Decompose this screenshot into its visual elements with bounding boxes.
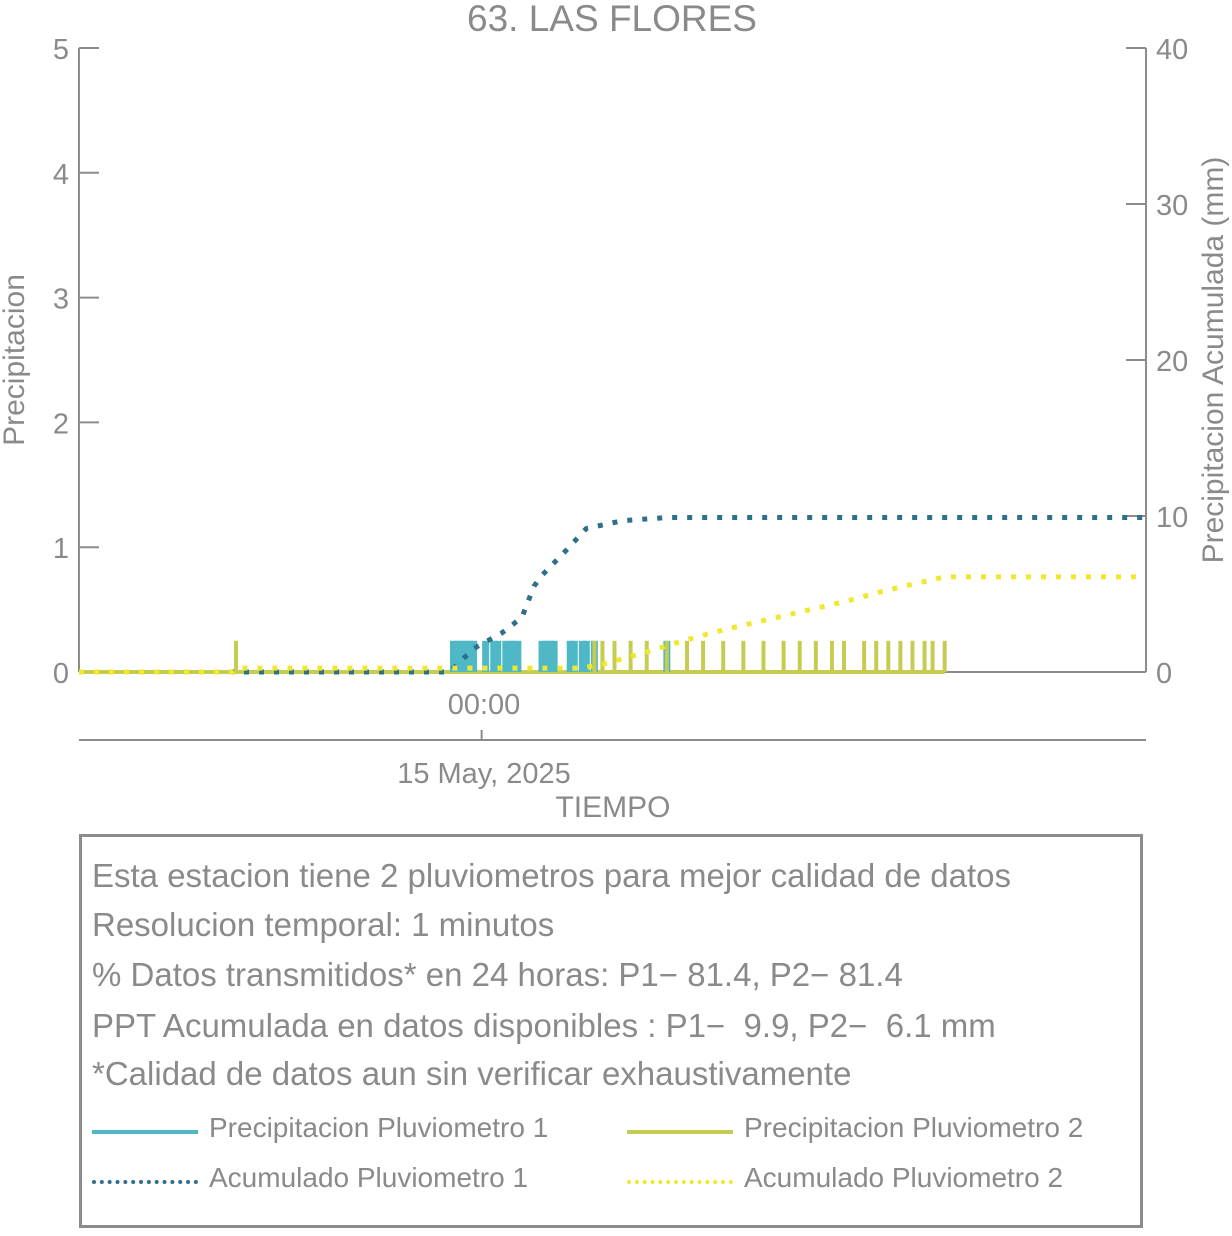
p1-bar — [453, 640, 461, 672]
p1-bar — [506, 640, 514, 672]
p1-bar — [502, 640, 510, 672]
info-line: Resolucion temporal: 1 minutos — [92, 906, 555, 943]
p1-bar — [466, 640, 474, 672]
p1-bar — [538, 640, 546, 672]
y-tick-label-left: 2 — [53, 408, 69, 440]
x-tick-date: 15 May, 2025 — [397, 758, 571, 790]
p1-bar — [550, 640, 558, 672]
y-tick-label-left: 1 — [53, 533, 69, 565]
x-tick-time: 00:00 — [448, 689, 521, 721]
p1-bar — [458, 640, 466, 672]
info-line: % Datos transmitidos* en 24 horas: P1− 8… — [92, 956, 903, 993]
p1-bar — [578, 640, 586, 672]
y-axis-label-left: Precipitacion — [0, 274, 31, 446]
y-tick-label-right: 40 — [1156, 34, 1188, 66]
info-line: Esta estacion tiene 2 pluviometros para … — [92, 857, 1012, 894]
y-tick-label-left: 5 — [53, 34, 69, 66]
legend-swatch — [627, 1130, 733, 1134]
info-line: PPT Acumulada en datos disponibles : P1−… — [92, 1007, 996, 1044]
legend-swatch — [92, 1130, 198, 1134]
p1-bar — [494, 640, 502, 672]
p1-cumulative-line — [79, 515, 1146, 675]
info-line: *Calidad de datos aun sin verificar exha… — [92, 1055, 852, 1092]
x-axis-label: TIEMPO — [555, 791, 670, 824]
legend-swatch — [627, 1180, 733, 1184]
p1-bar — [542, 640, 550, 672]
y-tick-label-left: 4 — [53, 159, 69, 191]
chart-marks — [79, 515, 1146, 675]
y-axis-label-right: Precipitacion Acumulada (mm) — [1197, 157, 1230, 564]
legend-swatch — [92, 1180, 198, 1184]
y-tick-label-left: 0 — [53, 658, 69, 690]
legend-label: Precipitacion Pluviometro 1 — [209, 1112, 549, 1143]
p1-bar — [470, 640, 478, 672]
p1-bar — [510, 640, 518, 672]
y-tick-label-right: 30 — [1156, 190, 1188, 222]
p1-bar — [546, 640, 554, 672]
p1-bar — [490, 640, 498, 672]
p2-cumulative-line — [79, 574, 1146, 675]
precipitation-chart: 63. LAS FLORES 0 1 2 3 4 5 0 10 20 30 40 00:00 15 … — [0, 0, 1230, 824]
p1-bar — [582, 640, 590, 672]
legend-label: Acumulado Pluviometro 1 — [209, 1162, 529, 1193]
info-box: Esta estacion tiene 2 pluviometros para … — [79, 834, 1143, 1228]
y-tick-label-left: 3 — [53, 284, 69, 316]
y-tick-label-right: 0 — [1156, 658, 1172, 690]
y-tick-label-right: 10 — [1156, 502, 1188, 534]
p1-bar — [449, 640, 457, 672]
axes: 0 1 2 3 4 5 0 10 20 30 40 — [53, 34, 1188, 741]
legend-label: Acumulado Pluviometro 2 — [744, 1162, 1064, 1193]
chart-title: 63. LAS FLORES — [467, 0, 757, 39]
legend-label: Precipitacion Pluviometro 2 — [744, 1112, 1084, 1143]
p1-bar — [570, 640, 578, 672]
p1-bar — [514, 640, 522, 672]
y-tick-label-right: 20 — [1156, 346, 1188, 378]
p1-bar — [482, 640, 490, 672]
p1-bar — [566, 640, 574, 672]
